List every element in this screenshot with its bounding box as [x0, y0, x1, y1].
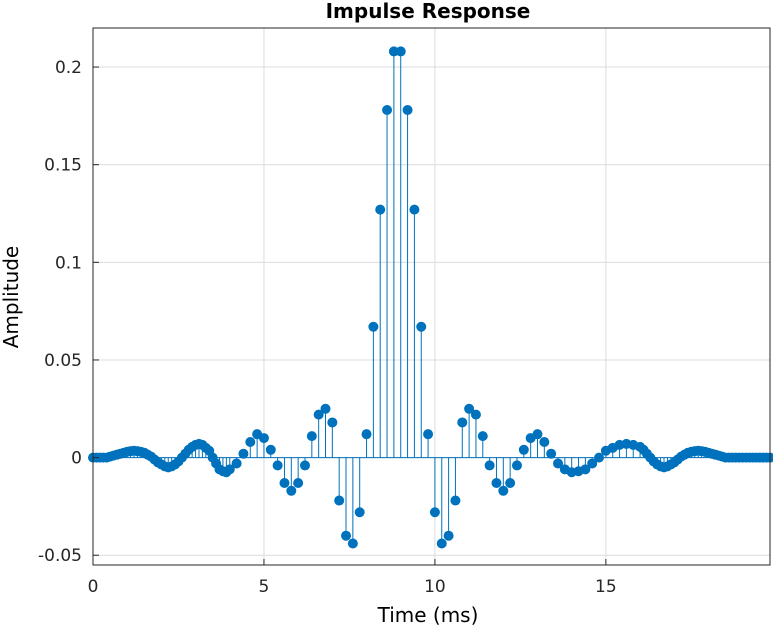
axes-box — [92, 27, 771, 566]
stem-marker — [272, 460, 283, 471]
stem-marker — [518, 444, 529, 455]
stem-marker — [470, 409, 481, 420]
y-tick-label: 0.05 — [44, 351, 82, 371]
stem-marker — [361, 429, 372, 440]
stem-marker — [245, 436, 256, 447]
stem-marker — [409, 204, 420, 215]
stem-marker — [423, 429, 434, 440]
stem-marker — [477, 431, 488, 442]
stem-marker — [539, 436, 550, 447]
stem-marker — [553, 458, 564, 469]
stem-marker — [238, 448, 249, 459]
stem-marker — [484, 460, 495, 471]
stem-marker — [429, 507, 440, 518]
stem-marker — [375, 204, 386, 215]
x-tick-label: 0 — [88, 577, 99, 597]
stem-marker — [313, 409, 324, 420]
stem-marker — [505, 477, 516, 488]
stem-marker — [443, 530, 454, 541]
stem-marker — [382, 105, 393, 116]
stem-marker — [416, 321, 427, 332]
stem-marker — [511, 460, 522, 471]
stem-marker — [436, 538, 447, 549]
stem-marker — [354, 507, 365, 518]
stem-marker — [286, 485, 297, 496]
stem-marker — [224, 464, 235, 475]
stem-marker — [402, 105, 413, 116]
stem-marker — [594, 452, 605, 463]
stem-marker — [293, 477, 304, 488]
y-ticks: -0.05 0 0.05 0.1 0.15 0.2 — [38, 58, 99, 566]
stem-marker — [546, 448, 557, 459]
y-tick-label: 0.2 — [55, 58, 82, 78]
stem-marker — [498, 485, 509, 496]
y-tick-label: 0.15 — [44, 156, 82, 176]
stem-marker — [765, 452, 773, 463]
stem-marker — [231, 458, 242, 469]
stem-marker — [532, 429, 543, 440]
stem-marker — [341, 530, 352, 541]
stem-marker — [368, 321, 379, 332]
stem-marker — [395, 46, 406, 57]
stem-marker — [450, 495, 461, 506]
grid — [92, 28, 770, 565]
stem-marker — [299, 460, 310, 471]
stem-marker — [306, 431, 317, 442]
y-tick-label: -0.05 — [38, 546, 82, 566]
stem-marker — [279, 477, 290, 488]
markers — [88, 46, 773, 549]
chart-title: Impulse Response — [326, 0, 531, 23]
x-tick-label: 5 — [259, 577, 270, 597]
x-ticks: 0 5 10 15 — [88, 559, 617, 597]
stem-marker — [580, 464, 591, 475]
stem-marker — [347, 538, 358, 549]
stem-marker — [457, 417, 468, 428]
x-tick-label: 15 — [595, 577, 617, 597]
stem-marker — [320, 403, 331, 414]
x-axis-label: Time (ms) — [377, 603, 479, 627]
stem-marker — [491, 477, 502, 488]
stem-marker — [258, 433, 269, 444]
x-tick-label: 10 — [424, 577, 446, 597]
stem-marker — [464, 403, 475, 414]
y-tick-label: 0 — [71, 449, 82, 469]
y-tick-label: 0.1 — [55, 253, 82, 273]
stem-marker — [334, 495, 345, 506]
stem-marker — [327, 417, 338, 428]
stem-marker — [265, 444, 276, 455]
y-axis-label: Amplitude — [0, 246, 23, 349]
stem-marker — [587, 458, 598, 469]
